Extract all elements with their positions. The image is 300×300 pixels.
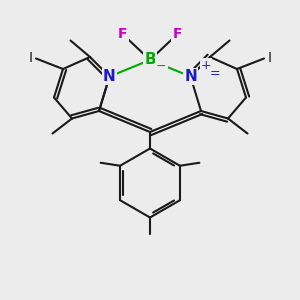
Text: F: F bbox=[118, 28, 128, 41]
Text: =: = bbox=[210, 67, 220, 80]
Text: N: N bbox=[103, 69, 116, 84]
Text: I: I bbox=[267, 51, 272, 65]
Text: I: I bbox=[28, 51, 33, 65]
Text: F: F bbox=[172, 28, 182, 41]
Text: B: B bbox=[144, 52, 156, 68]
Text: N: N bbox=[184, 69, 197, 84]
Text: +: + bbox=[201, 58, 212, 72]
Text: −: − bbox=[156, 60, 167, 73]
